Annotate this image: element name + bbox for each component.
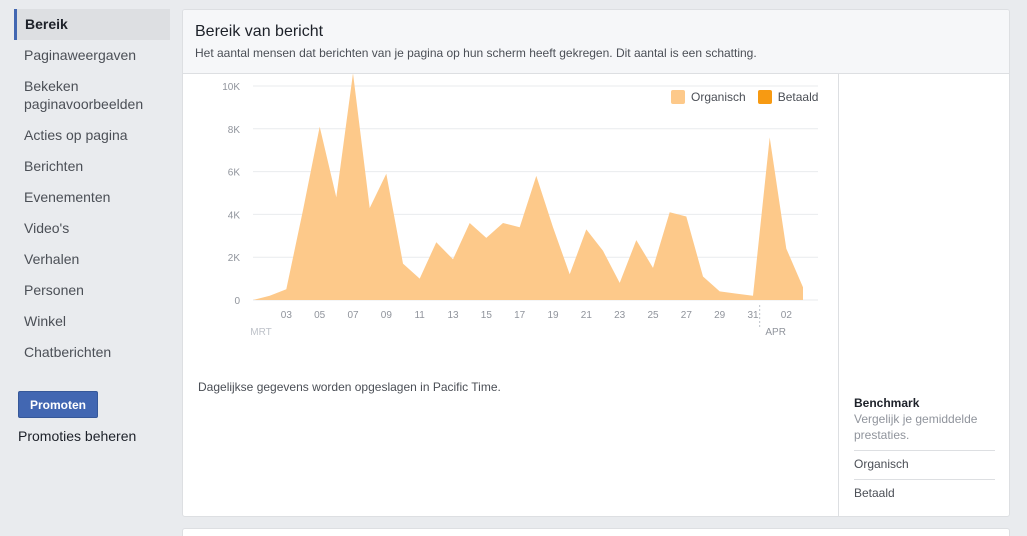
month-label-mrt: MRT [250, 327, 271, 338]
legend-organic-swatch [671, 90, 685, 104]
organic-data-point [383, 171, 389, 177]
organic-data-point [667, 209, 673, 215]
organic-data-point [550, 224, 556, 230]
benchmark-description: Vergelijk je gemiddelde prestaties. [854, 412, 978, 442]
organic-data-point [483, 235, 489, 241]
legend-paid-swatch [757, 90, 772, 104]
sidebar: Bereik Paginaweergaven Bekeken paginavoorb… [14, 9, 170, 368]
organic-data-point [600, 248, 606, 254]
card-title: Bereik van bericht [195, 23, 324, 40]
organic-data-point [433, 239, 439, 245]
manage-promotions-link[interactable]: Promoties beheren [18, 428, 137, 444]
organic-data-point [717, 288, 723, 294]
organic-series-area [253, 74, 803, 300]
reach-chart[interactable]: 0 2K 4K 6K 8K 10K 03 05 07 09 11 13 15 17 19 21 23 25 27 29… [183, 74, 838, 394]
organic-data-point [767, 134, 773, 140]
benchmark-paid[interactable]: Betaald [854, 479, 995, 500]
organic-data-point [517, 224, 523, 230]
organic-data-point [317, 124, 323, 130]
card-subtitle: Het aantal mensen dat berichten van je p… [195, 46, 757, 60]
organic-data-point [283, 286, 289, 292]
organic-data-point [700, 274, 706, 280]
organic-data-point [633, 237, 639, 243]
organic-data-point [300, 207, 306, 213]
organic-data-point [267, 293, 273, 299]
month-label-apr: APR [765, 327, 786, 338]
x-tick-label: 29 [714, 310, 726, 321]
y-tick-label: 4K [228, 210, 241, 221]
x-tick-label: 03 [281, 310, 293, 321]
organic-data-point [800, 284, 806, 290]
organic-data-point [750, 293, 756, 299]
x-tick-label: 25 [647, 310, 659, 321]
legend-paid-label: Betaald [777, 90, 819, 104]
y-tick-label: 6K [228, 168, 241, 179]
organic-data-point [650, 265, 656, 271]
organic-data-point [567, 271, 573, 277]
x-tick-label: 07 [347, 310, 359, 321]
sidebar-item-acties[interactable]: Acties op pagina [24, 127, 128, 143]
organic-data-point [783, 246, 789, 252]
organic-data-point [583, 226, 589, 232]
sidebar-item-paginaweergaven[interactable]: Paginaweergaven [24, 47, 137, 63]
organic-data-point [450, 256, 456, 262]
sidebar-item-paginavoorbeelden[interactable]: Bekeken paginavoorbeelden [24, 78, 144, 112]
y-tick-label: 2K [228, 253, 241, 264]
y-tick-label: 0 [234, 296, 240, 307]
x-tick-label: 13 [447, 310, 459, 321]
x-tick-label: 21 [581, 310, 593, 321]
organic-data-point [500, 220, 506, 226]
y-tick-label: 8K [228, 125, 241, 136]
x-tick-label: 15 [481, 310, 493, 321]
legend-organic-label: Organisch [691, 90, 746, 104]
organic-data-point [350, 74, 356, 76]
card-header: Bereik van bericht Het aantal mensen dat… [183, 10, 1009, 74]
x-tick-label: 11 [414, 310, 425, 321]
sidebar-item-winkel[interactable]: Winkel [24, 313, 67, 329]
sidebar-item-berichten[interactable]: Berichten [24, 158, 84, 174]
sidebar-item-evenementen[interactable]: Evenementen [24, 189, 111, 205]
timezone-footnote: Dagelijkse gegevens worden opgeslagen in… [198, 380, 501, 394]
post-reach-card: Bereik van bericht Het aantal mensen dat… [182, 9, 1010, 517]
organic-data-point [333, 194, 339, 200]
sidebar-item-verhalen[interactable]: Verhalen [24, 251, 80, 267]
sidebar-item-chatberichten[interactable]: Chatberichten [24, 344, 112, 360]
x-tick-label: 19 [547, 310, 559, 321]
x-tick-label: 05 [314, 310, 326, 321]
benchmark-title: Benchmark [854, 396, 920, 410]
sidebar-item-videos[interactable]: Video's [24, 220, 70, 236]
legend-organic[interactable]: Organisch [671, 90, 746, 104]
promote-button[interactable]: Promoten [18, 391, 98, 418]
organic-data-point [683, 214, 689, 220]
benchmark-panel: Benchmark Vergelijk je gemiddelde presta… [838, 74, 1009, 516]
x-tick-label: 27 [681, 310, 693, 321]
sidebar-item-personen[interactable]: Personen [24, 282, 84, 298]
x-tick-label: 31 [747, 310, 759, 321]
x-tick-label: 23 [614, 310, 626, 321]
organic-data-point [617, 280, 623, 286]
next-card [182, 528, 1010, 536]
organic-data-point [400, 261, 406, 267]
organic-data-point [467, 220, 473, 226]
organic-data-point [733, 291, 739, 297]
organic-data-point [533, 173, 539, 179]
y-tick-label: 10K [222, 82, 240, 93]
x-tick-label: 09 [381, 310, 393, 321]
x-tick-label: 02 [781, 310, 793, 321]
x-tick-label: 17 [514, 310, 526, 321]
organic-data-point [367, 205, 373, 211]
organic-data-point [417, 276, 423, 282]
chart-legend: Organisch Betaald [671, 90, 830, 104]
legend-paid[interactable]: Betaald [757, 90, 819, 104]
sidebar-item-bereik[interactable]: Bereik [14, 9, 170, 40]
benchmark-organic[interactable]: Organisch [854, 450, 995, 471]
